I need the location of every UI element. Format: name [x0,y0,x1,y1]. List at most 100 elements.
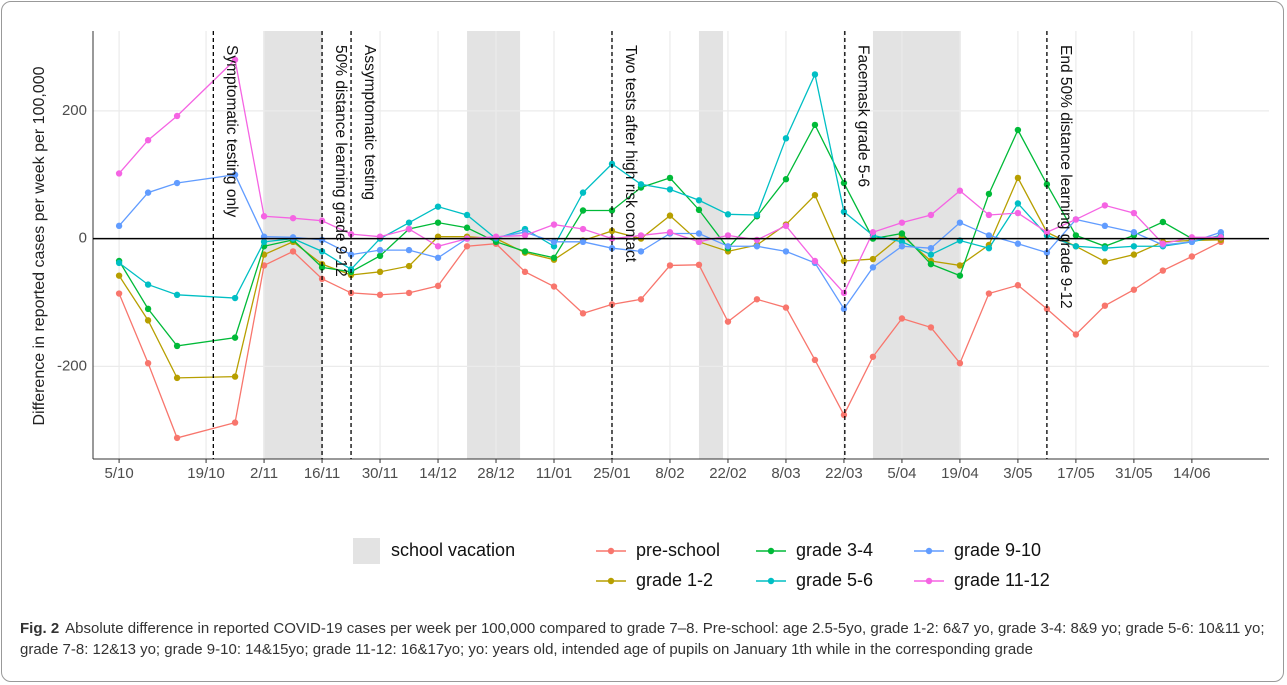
data-point [666,229,674,236]
x-tick-label: 19/10 [187,465,225,482]
legend-dot [767,547,775,555]
data-point [521,268,529,276]
data-point [376,252,384,260]
legend-label: school vacation [391,540,515,560]
chart: Difference in reported cases per week pe… [31,31,1269,590]
data-point [782,248,790,255]
caption: Fig. 2 Absolute difference in reported CO… [20,618,1270,660]
data-point [405,289,413,297]
data-point [579,238,587,246]
data-point [898,243,906,250]
data-point [434,243,442,250]
data-point [1014,200,1022,207]
y-tick-label: 0 [79,230,87,247]
data-point [811,191,819,199]
data-point [1043,305,1051,313]
legend-dot [925,547,933,555]
data-point [231,171,239,178]
series-line [118,176,1221,379]
data-point [144,305,152,313]
data-point [405,225,413,233]
data-point [869,255,877,263]
data-point [782,222,790,230]
data-point [927,244,935,252]
data-point [579,189,587,196]
data-point [956,272,964,279]
data-point [579,310,587,317]
x-tick-label: 5/10 [104,465,133,482]
data-point [608,160,616,168]
data-point [811,356,819,364]
data-point [1101,244,1109,252]
data-point [1043,181,1051,188]
vacation-band [263,31,323,459]
data-point [724,232,732,239]
x-tick-label: 17/05 [1057,465,1095,482]
data-point [231,56,239,63]
data-point [405,262,413,270]
x-tick-label: 22/02 [709,465,747,482]
data-point [753,211,761,219]
y-tick-label: 200 [62,102,87,119]
data-point [608,207,616,214]
series-line [118,72,1222,299]
x-tick-label: 19/04 [941,465,979,482]
vacation-band [872,31,961,459]
data-point [666,212,674,219]
data-point [840,208,848,215]
data-point [1072,331,1080,338]
data-point [1101,258,1109,265]
data-point [956,359,964,367]
data-point [985,244,993,252]
data-point [376,268,384,276]
data-point [1130,243,1138,250]
event-label: Symptomatic testing only [223,45,240,218]
data-point [173,112,181,120]
data-point [550,254,558,261]
data-point [811,257,819,265]
data-point [289,214,297,222]
event-label: Facemask grade 5-6 [855,45,872,187]
data-point [1072,216,1080,223]
event-label: End 50% distance learning grade 9-12 [1057,45,1074,309]
legend-label: grade 1-2 [636,570,713,590]
data-point [1188,253,1196,260]
data-point [115,170,123,177]
data-point [1188,234,1196,241]
data-point [637,232,645,239]
vacation-band [698,31,724,459]
data-point [695,230,703,237]
data-point [260,238,268,246]
data-point [550,238,558,246]
legend-dot [607,577,615,585]
data-point [1130,251,1138,258]
legend-dot [767,577,775,585]
data-point [144,281,152,288]
data-point [753,296,761,303]
x-tick-label: 8/02 [655,465,684,482]
data-point [1130,286,1138,293]
caption-label: Fig. 2 [20,620,60,637]
legend-dot [607,547,615,555]
data-point [840,289,848,297]
data-point [840,411,848,419]
data-point [318,264,326,271]
data-point [144,137,152,144]
data-point [782,176,790,183]
data-point [405,219,413,226]
data-point [724,318,732,325]
data-point [956,262,964,269]
data-point [144,359,152,367]
data-point [521,248,529,255]
x-tick-label: 8/03 [771,465,800,482]
x-tick-label: 3/05 [1003,465,1032,482]
data-point [231,373,239,380]
data-point [666,262,674,269]
data-point [144,317,152,324]
data-point [115,272,123,279]
data-point [434,203,442,210]
data-point [985,190,993,198]
data-point [1217,234,1225,241]
data-point [173,291,181,299]
data-point [376,246,384,254]
